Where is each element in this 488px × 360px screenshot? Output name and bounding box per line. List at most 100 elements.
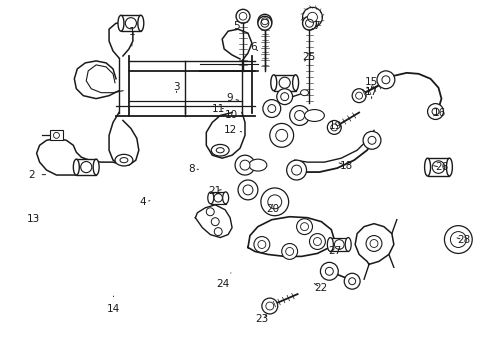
Circle shape [344, 273, 359, 289]
Circle shape [291, 165, 301, 175]
Ellipse shape [73, 159, 79, 175]
Circle shape [367, 136, 375, 144]
FancyBboxPatch shape [427, 158, 448, 176]
Circle shape [240, 160, 249, 170]
Circle shape [285, 247, 293, 255]
Circle shape [243, 185, 252, 195]
Circle shape [300, 223, 308, 231]
FancyBboxPatch shape [210, 192, 225, 204]
Circle shape [289, 105, 309, 125]
Circle shape [257, 14, 271, 28]
Text: 15: 15 [364, 77, 378, 88]
Circle shape [444, 226, 471, 253]
Text: 10: 10 [224, 110, 243, 120]
Circle shape [296, 219, 312, 235]
Circle shape [281, 243, 297, 260]
Text: 4: 4 [139, 197, 150, 207]
Text: 21: 21 [207, 186, 221, 197]
Circle shape [267, 195, 281, 209]
Ellipse shape [211, 144, 229, 156]
Circle shape [362, 131, 380, 149]
Circle shape [263, 100, 280, 117]
FancyBboxPatch shape [49, 130, 63, 140]
Circle shape [267, 105, 275, 113]
Circle shape [214, 228, 222, 235]
Circle shape [431, 108, 438, 115]
Ellipse shape [216, 148, 224, 153]
Circle shape [262, 298, 277, 314]
Circle shape [269, 123, 293, 147]
Text: 14: 14 [107, 296, 120, 314]
Circle shape [257, 16, 271, 30]
Circle shape [348, 278, 355, 285]
Text: 24: 24 [216, 273, 230, 289]
Text: 7: 7 [310, 21, 319, 31]
Ellipse shape [138, 15, 143, 31]
Text: 25: 25 [301, 52, 315, 62]
Circle shape [366, 235, 381, 251]
Circle shape [260, 188, 288, 216]
Circle shape [235, 155, 254, 175]
Text: 13: 13 [27, 214, 41, 224]
Text: 19: 19 [328, 121, 342, 131]
Circle shape [275, 129, 287, 141]
Ellipse shape [222, 192, 228, 204]
Circle shape [125, 18, 136, 29]
Ellipse shape [326, 238, 333, 251]
Circle shape [214, 194, 222, 202]
Circle shape [279, 77, 290, 88]
Text: 27: 27 [327, 247, 341, 256]
Text: 12: 12 [224, 125, 241, 135]
Text: 23: 23 [255, 314, 268, 324]
Circle shape [320, 262, 338, 280]
Circle shape [206, 208, 214, 216]
Circle shape [253, 237, 269, 252]
Text: 2: 2 [29, 170, 45, 180]
Ellipse shape [118, 15, 123, 31]
FancyBboxPatch shape [273, 75, 295, 91]
Ellipse shape [424, 158, 429, 176]
Circle shape [238, 180, 257, 200]
Text: 16: 16 [432, 108, 445, 118]
Circle shape [376, 71, 394, 89]
Ellipse shape [207, 192, 213, 204]
Ellipse shape [292, 75, 298, 91]
Circle shape [326, 121, 341, 134]
Circle shape [286, 160, 306, 180]
Circle shape [431, 161, 444, 174]
Circle shape [325, 267, 333, 275]
Text: 20: 20 [265, 204, 279, 214]
Text: 3: 3 [173, 82, 180, 93]
Ellipse shape [115, 154, 133, 166]
Circle shape [351, 89, 366, 103]
Circle shape [280, 93, 288, 100]
Text: 11: 11 [211, 104, 224, 113]
Circle shape [276, 89, 292, 105]
Circle shape [369, 239, 377, 247]
Circle shape [81, 162, 92, 173]
Circle shape [334, 240, 344, 249]
Text: 9: 9 [226, 93, 238, 103]
Text: 18: 18 [338, 161, 352, 171]
FancyBboxPatch shape [121, 15, 141, 31]
Ellipse shape [120, 158, 128, 163]
Circle shape [211, 218, 219, 226]
Circle shape [294, 111, 304, 121]
Circle shape [427, 104, 443, 120]
Ellipse shape [446, 158, 451, 176]
Ellipse shape [93, 159, 99, 175]
Ellipse shape [304, 109, 324, 121]
Circle shape [302, 16, 316, 30]
Text: 22: 22 [314, 283, 327, 293]
FancyBboxPatch shape [76, 159, 96, 175]
Circle shape [309, 234, 325, 249]
Text: 28: 28 [456, 235, 469, 245]
FancyBboxPatch shape [330, 238, 347, 251]
Text: 17: 17 [364, 87, 378, 99]
Circle shape [449, 231, 466, 247]
Circle shape [302, 7, 322, 27]
Circle shape [307, 12, 317, 22]
Ellipse shape [300, 90, 308, 96]
Text: 6: 6 [249, 42, 257, 52]
Circle shape [236, 9, 249, 23]
